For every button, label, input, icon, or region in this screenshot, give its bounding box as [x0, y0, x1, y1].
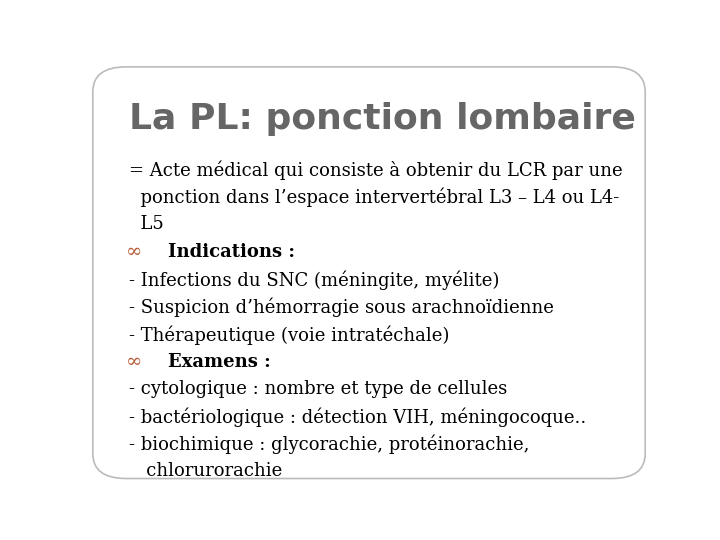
FancyBboxPatch shape [93, 67, 645, 478]
Text: chlorurorachie: chlorurorachie [129, 462, 282, 480]
Text: - cytologique : nombre et type de cellules: - cytologique : nombre et type de cellul… [129, 380, 508, 398]
Text: - Thérapeutique (voie intratéchale): - Thérapeutique (voie intratéchale) [129, 325, 449, 345]
Text: Examens :: Examens : [168, 353, 271, 370]
Text: ∞: ∞ [126, 243, 143, 261]
Text: = Acte médical qui consiste à obtenir du LCR par une: = Acte médical qui consiste à obtenir du… [129, 160, 623, 180]
Text: ponction dans l’espace intervertébral L3 – L4 ou L4-: ponction dans l’espace intervertébral L3… [129, 188, 619, 207]
Text: - biochimique : glycorachie, protéinorachie,: - biochimique : glycorachie, protéinorac… [129, 435, 529, 454]
Text: L5: L5 [129, 215, 164, 233]
Text: La PL: ponction lombaire: La PL: ponction lombaire [129, 102, 636, 136]
Text: ∞: ∞ [126, 353, 143, 370]
Text: - bactériologique : détection VIH, méningocoque..: - bactériologique : détection VIH, ménin… [129, 407, 586, 427]
Text: Indications :: Indications : [168, 243, 295, 261]
Text: - Suspicion d’hémorragie sous arachnoïdienne: - Suspicion d’hémorragie sous arachnoïdi… [129, 298, 554, 317]
Text: - Infections du SNC (méningite, myélite): - Infections du SNC (méningite, myélite) [129, 270, 500, 289]
